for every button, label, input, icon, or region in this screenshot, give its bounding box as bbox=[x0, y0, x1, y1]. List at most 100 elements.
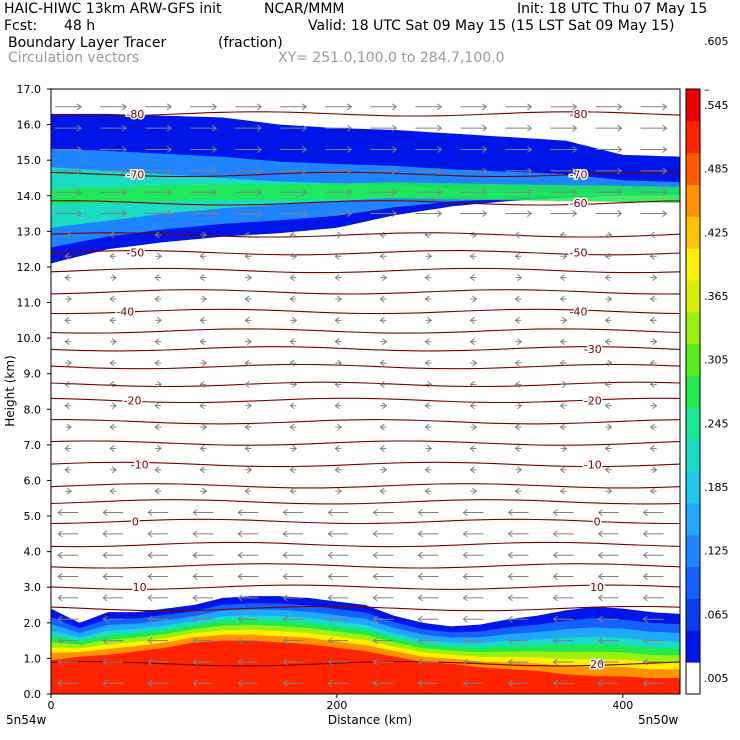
init-time: Init: 18 UTC Thu 07 May 15 bbox=[517, 1, 708, 17]
contour-label: -10 bbox=[584, 458, 602, 471]
vector-head bbox=[379, 487, 385, 495]
vector-head bbox=[649, 380, 655, 388]
vector-head bbox=[109, 445, 115, 452]
vector-head bbox=[527, 210, 533, 217]
vector-head bbox=[109, 423, 115, 431]
vector-head bbox=[327, 679, 333, 687]
vector-head bbox=[192, 637, 198, 645]
vector-head bbox=[427, 445, 433, 452]
colorbar-swatch bbox=[686, 152, 700, 186]
vector-head bbox=[64, 445, 70, 452]
vector-head bbox=[292, 380, 298, 388]
vector-head bbox=[662, 167, 668, 175]
vector-head bbox=[289, 402, 295, 410]
vector-head bbox=[246, 466, 253, 474]
vector-head bbox=[482, 124, 488, 132]
vector-head bbox=[166, 103, 173, 111]
vector-head bbox=[649, 423, 655, 431]
vector-head bbox=[572, 146, 578, 153]
vector-head bbox=[76, 188, 82, 196]
temperature-contour bbox=[51, 171, 680, 178]
vector-head bbox=[424, 295, 430, 303]
y-tick-label: 4.0 bbox=[24, 546, 42, 559]
vector-head bbox=[211, 124, 218, 132]
vector-head bbox=[514, 487, 520, 495]
vector-head bbox=[514, 252, 520, 260]
vector-head bbox=[517, 338, 523, 346]
vector-head bbox=[102, 679, 108, 687]
y-tick-label: 2.0 bbox=[24, 617, 42, 630]
vector-head bbox=[572, 103, 578, 111]
vector-head bbox=[552, 615, 558, 623]
vector-head bbox=[109, 380, 115, 388]
vector-head bbox=[607, 359, 613, 367]
vector-head bbox=[302, 124, 308, 132]
colorbar-swatch bbox=[686, 630, 700, 663]
vector-head bbox=[507, 658, 513, 666]
vector-head bbox=[552, 594, 558, 602]
vector-head bbox=[57, 509, 63, 516]
vector-head bbox=[437, 210, 443, 217]
vector-head bbox=[64, 380, 70, 388]
vector-head bbox=[302, 188, 308, 196]
vector-head bbox=[246, 274, 253, 282]
vector-head bbox=[211, 210, 218, 217]
vector-head bbox=[57, 637, 63, 645]
vector-head bbox=[642, 509, 648, 516]
vector-head bbox=[617, 167, 623, 175]
vector-head bbox=[244, 423, 250, 431]
contour-label: 10 bbox=[590, 581, 604, 594]
vector-head bbox=[482, 146, 488, 153]
vector-head bbox=[347, 210, 353, 217]
vector-head bbox=[66, 487, 72, 495]
vector-head bbox=[237, 658, 243, 666]
vector-head bbox=[302, 146, 308, 153]
vector-head bbox=[57, 679, 63, 687]
vector-head bbox=[64, 466, 70, 474]
vector-head bbox=[211, 188, 218, 196]
contour-label: 0 bbox=[132, 515, 139, 528]
vector-head bbox=[662, 146, 668, 153]
temperature-contour bbox=[51, 499, 680, 505]
vector-head bbox=[372, 530, 378, 538]
vector-head bbox=[382, 338, 388, 346]
vector-head bbox=[379, 252, 385, 260]
vector-head bbox=[559, 423, 565, 431]
vector-head bbox=[652, 274, 658, 282]
vector-head bbox=[289, 274, 295, 282]
vector-head bbox=[604, 316, 610, 324]
vector-head bbox=[282, 530, 288, 538]
colorbar-swatch bbox=[686, 471, 700, 504]
vector-head bbox=[64, 402, 70, 410]
vector-head bbox=[57, 551, 63, 559]
vector-head bbox=[469, 316, 475, 324]
vector-head bbox=[192, 615, 198, 623]
vector-head bbox=[102, 509, 108, 516]
contour-label: -80 bbox=[126, 108, 144, 121]
contour-label: -40 bbox=[116, 305, 134, 318]
vector-head bbox=[372, 551, 378, 559]
vector-head bbox=[282, 551, 288, 559]
vector-head bbox=[597, 615, 603, 623]
vector-head bbox=[327, 615, 333, 623]
vector-head bbox=[102, 551, 108, 559]
colorbar-swatch bbox=[686, 566, 700, 599]
vector-head bbox=[289, 295, 295, 303]
vector-head bbox=[154, 423, 160, 431]
cross-section-endpoints: XY= 251.0,100.0 to 284.7,100.0 bbox=[278, 50, 505, 66]
vector-head bbox=[424, 231, 430, 239]
model-title: HAIC-HIWC 13km ARW-GFS init bbox=[4, 1, 222, 17]
vector-head bbox=[201, 231, 208, 239]
y-tick-label: 11.0 bbox=[17, 297, 42, 310]
vector-head bbox=[334, 380, 340, 388]
vector-head bbox=[334, 252, 340, 260]
vector-head bbox=[514, 445, 520, 452]
vector-head bbox=[472, 423, 478, 431]
vector-head bbox=[437, 146, 443, 153]
vector-head bbox=[211, 167, 218, 175]
vector-head bbox=[424, 487, 430, 495]
vector-head bbox=[379, 445, 385, 452]
vector-head bbox=[201, 487, 208, 495]
vector-head bbox=[472, 231, 478, 239]
